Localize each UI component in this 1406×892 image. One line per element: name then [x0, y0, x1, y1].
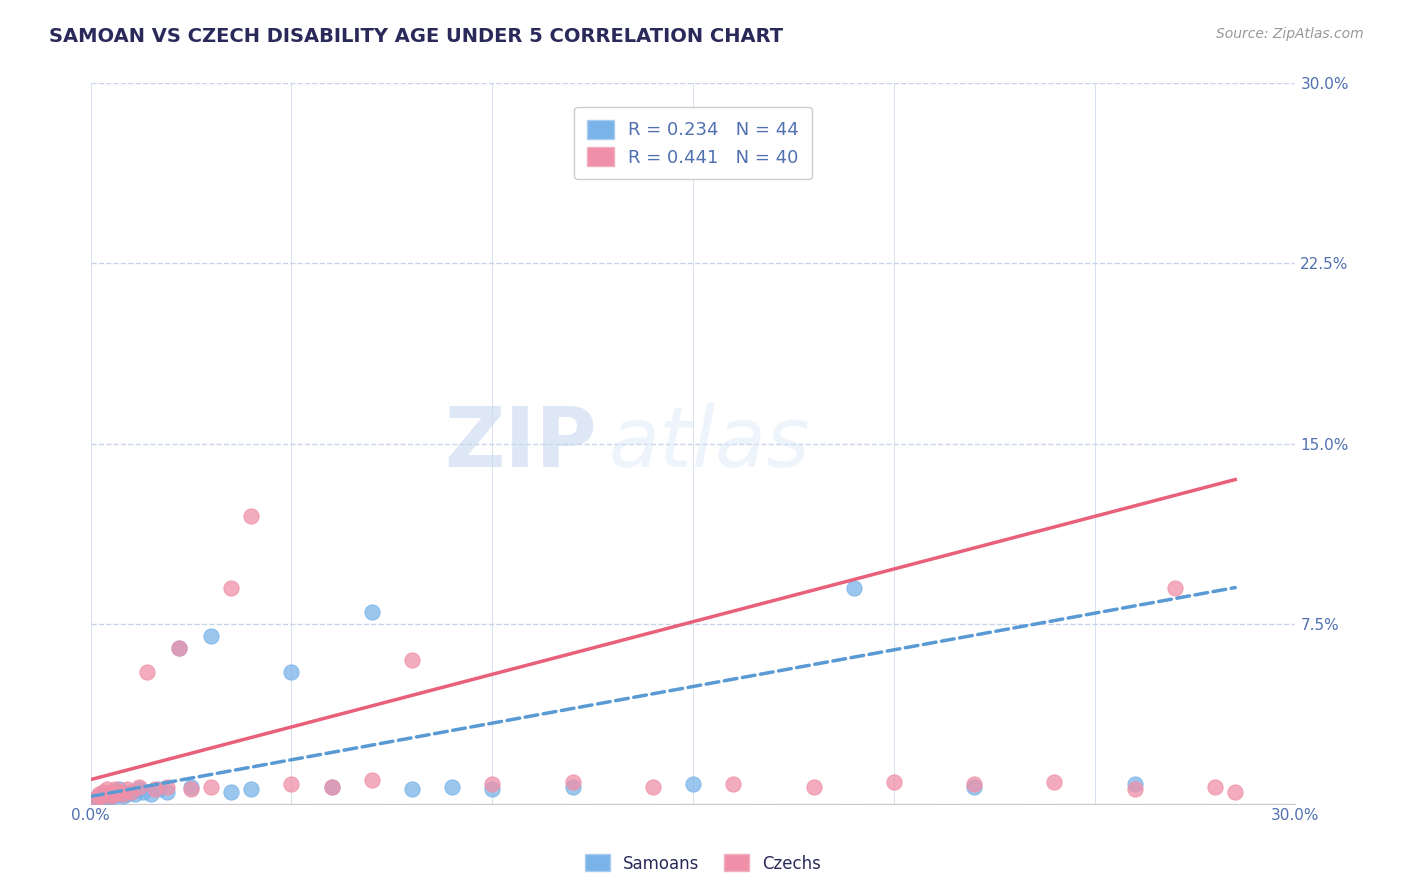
Point [200, 629, 222, 643]
Point [156, 780, 179, 794]
Point [180, 780, 202, 794]
Point [83, 792, 105, 806]
Point [91, 789, 114, 804]
Point [842, 581, 865, 595]
Point [91, 787, 114, 801]
Point [481, 777, 503, 791]
Point [107, 784, 129, 798]
Point [87, 792, 110, 806]
Point [1123, 777, 1146, 791]
Point [96, 789, 118, 804]
Point [96, 787, 118, 801]
Point [100, 784, 122, 798]
Point [1043, 775, 1066, 789]
Point [124, 787, 146, 801]
Point [111, 787, 134, 801]
Point [107, 782, 129, 797]
Legend: R = 0.234   N = 44, R = 0.441   N = 40: R = 0.234 N = 44, R = 0.441 N = 40 [574, 107, 811, 179]
Point [104, 784, 127, 798]
Text: ZIP: ZIP [444, 403, 596, 484]
Point [91, 784, 114, 798]
Point [360, 772, 382, 787]
Point [963, 777, 986, 791]
Point [321, 780, 343, 794]
Point [561, 775, 583, 789]
Point [100, 789, 122, 804]
Point [1123, 782, 1146, 797]
Point [115, 787, 138, 801]
Point [96, 792, 118, 806]
Point [803, 780, 825, 794]
Point [180, 782, 202, 797]
Point [721, 777, 744, 791]
Point [240, 782, 263, 797]
Point [111, 784, 134, 798]
Point [401, 782, 423, 797]
Point [87, 789, 110, 804]
Point [641, 780, 664, 794]
Point [96, 787, 118, 801]
Point [240, 508, 263, 523]
Point [360, 605, 382, 619]
Point [963, 780, 986, 794]
Point [100, 784, 122, 798]
Point [87, 787, 110, 801]
Point [128, 782, 150, 797]
Point [401, 652, 423, 666]
Point [148, 782, 170, 797]
Point [139, 787, 162, 801]
Text: Source: ZipAtlas.com: Source: ZipAtlas.com [1216, 27, 1364, 41]
Point [143, 782, 166, 797]
Point [100, 789, 122, 804]
Text: SAMOAN VS CZECH DISABILITY AGE UNDER 5 CORRELATION CHART: SAMOAN VS CZECH DISABILITY AGE UNDER 5 C… [49, 27, 783, 45]
Point [104, 782, 127, 797]
Point [167, 640, 190, 655]
Point [128, 780, 150, 794]
Point [321, 780, 343, 794]
Point [682, 777, 704, 791]
Point [441, 780, 464, 794]
Legend: Samoans, Czechs: Samoans, Czechs [578, 847, 828, 880]
Point [200, 780, 222, 794]
Point [96, 782, 118, 797]
Point [167, 640, 190, 655]
Point [1164, 581, 1187, 595]
Point [100, 787, 122, 801]
Point [83, 792, 105, 806]
Point [120, 784, 142, 798]
Point [156, 784, 179, 798]
Point [87, 789, 110, 804]
Point [1225, 784, 1247, 798]
Point [104, 787, 127, 801]
Point [135, 665, 157, 679]
Point [120, 784, 142, 798]
Point [219, 581, 242, 595]
Point [219, 784, 242, 798]
Point [107, 787, 129, 801]
Point [111, 789, 134, 804]
Point [91, 792, 114, 806]
Point [91, 789, 114, 804]
Point [883, 775, 905, 789]
Point [115, 782, 138, 797]
Point [280, 777, 302, 791]
Point [561, 780, 583, 794]
Point [1204, 780, 1226, 794]
Point [87, 794, 110, 808]
Point [132, 784, 155, 798]
Text: atlas: atlas [609, 403, 810, 484]
Point [280, 665, 302, 679]
Point [104, 789, 127, 804]
Point [481, 782, 503, 797]
Point [83, 794, 105, 808]
